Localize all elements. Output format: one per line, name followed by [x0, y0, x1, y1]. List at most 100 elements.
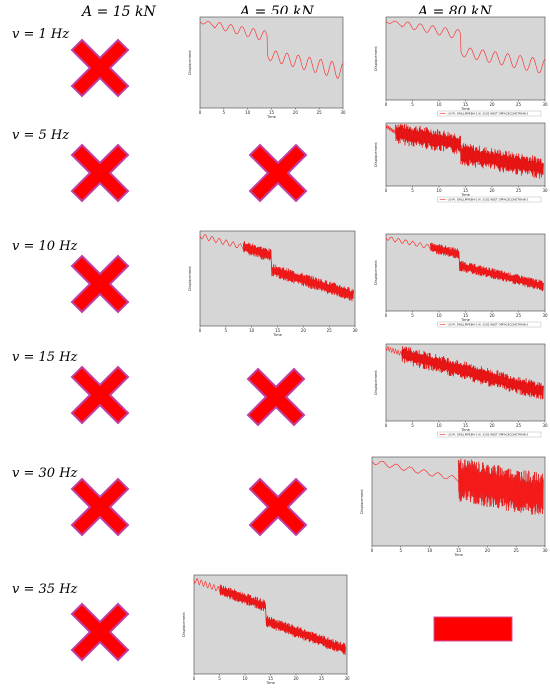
legend-text: U3 PI: DRILLPIPEBH-1 N: 3102 NSET DPFACE…	[448, 323, 529, 327]
x-tick-label: 10	[242, 676, 248, 681]
x-tick-label: 5	[411, 313, 414, 318]
x-tick-label: 0	[199, 110, 202, 115]
x-axis-label: Time	[460, 193, 471, 197]
x-axis-label: Time	[272, 333, 283, 337]
x-tick-label: 25	[327, 328, 333, 333]
red-bar-rect	[433, 616, 513, 642]
displacement-curve	[199, 21, 344, 79]
x-tick-label: 15	[463, 423, 469, 428]
x-tick-label: 10	[245, 110, 251, 115]
x-tick-label: 20	[489, 188, 495, 193]
x-tick-label: 30	[340, 110, 346, 115]
x-tick-label: 0	[385, 313, 388, 318]
x-tick-label: 30	[542, 188, 548, 193]
y-axis-label: Displacement	[374, 142, 378, 167]
displacement-curve-lead	[199, 234, 244, 251]
cross-mark-50kn-30hz	[249, 478, 307, 536]
x-tick-label: 25	[516, 102, 522, 107]
x-tick-label: 5	[225, 328, 228, 333]
plot-area	[385, 16, 546, 101]
displacement-band-highlight	[401, 345, 544, 400]
plot-80kn-15hz: Displacement 0 5 10 15 20 25 30 Time U3 PI: DRILL…	[372, 341, 548, 439]
x-tick-label: 25	[516, 423, 522, 428]
x-tick-label: 0	[385, 188, 388, 193]
cross-mark-15kn-30hz	[71, 478, 129, 536]
cross-mark-15kn-5hz	[71, 144, 129, 202]
y-axis-label: Displacement	[188, 50, 192, 75]
x-tick-label: 10	[436, 102, 442, 107]
plot-50kn-1hz: Displacement 0 5 10 15 20 25 30 Time	[186, 14, 346, 120]
row-label-35hz: v = 35 Hz	[12, 582, 78, 597]
x-tick-label: 20	[301, 328, 307, 333]
cross-mark-50kn-5hz	[249, 144, 307, 202]
y-axis-label: Displacement	[374, 46, 378, 71]
x-tick-label: 5	[411, 423, 414, 428]
row-label-5hz: v = 5 Hz	[12, 128, 70, 143]
x-axis-label: Time	[453, 553, 464, 557]
x-tick-label: 30	[542, 102, 548, 107]
plot-area	[199, 230, 356, 327]
plot-area	[385, 233, 546, 312]
legend-box	[437, 321, 542, 328]
cross-mark-50kn-15hz	[247, 368, 305, 426]
displacement-curve-lead	[385, 236, 431, 250]
displacement-curve-lead	[385, 346, 403, 357]
x-tick-label: 0	[385, 423, 388, 428]
cross-mark-15kn-10hz	[71, 255, 129, 313]
x-tick-label: 15	[269, 110, 275, 115]
x-tick-label: 25	[516, 313, 522, 318]
displacement-curve-lead	[193, 578, 221, 593]
legend-text: U3 PI: DRILLPIPEBH-1 N: 3102 NSET DPFACE…	[448, 433, 529, 437]
x-tick-label: 30	[344, 676, 350, 681]
x-axis-label: Time	[460, 428, 471, 432]
y-axis-label: Displacement	[182, 612, 186, 637]
x-tick-label: 10	[436, 423, 442, 428]
legend-box	[437, 196, 542, 203]
x-axis-label: Time	[266, 115, 277, 119]
x-tick-label: 20	[489, 102, 495, 107]
x-tick-label: 15	[463, 188, 469, 193]
plot-80kn-30hz: Displacement 0 5 10 15 20 25 30 Time	[358, 454, 548, 558]
plot-80kn-10hz: Displacement 0 5 10 15 20 25 30 Time U3 PI: DRILL…	[372, 231, 548, 329]
x-tick-label: 5	[223, 110, 226, 115]
plot-80kn-1hz: Displacement 0 5 10 15 20 25 30 Time U3 PI: DRILL…	[372, 14, 548, 118]
x-tick-label: 25	[514, 548, 520, 553]
plot-50kn-10hz: Displacement 0 5 10 15 20 25 30 Time	[186, 228, 358, 338]
x-tick-label: 0	[385, 102, 388, 107]
displacement-band-highlight	[219, 584, 346, 656]
row-label-10hz: v = 10 Hz	[12, 239, 78, 254]
x-tick-label: 0	[199, 328, 202, 333]
x-tick-label: 10	[427, 548, 433, 553]
x-tick-label: 30	[542, 548, 548, 553]
row-label-30hz: v = 30 Hz	[12, 466, 78, 481]
row-label-15hz: v = 15 Hz	[12, 350, 78, 365]
plot-80kn-5hz: Displacement 0 5 10 15 20 25 30 Time U3 PI: DRILL…	[372, 120, 548, 204]
x-tick-label: 15	[463, 102, 469, 107]
x-tick-label: 20	[485, 548, 491, 553]
cross-mark-15kn-1hz	[71, 39, 129, 97]
x-tick-label: 10	[436, 313, 442, 318]
x-tick-label: 0	[193, 676, 196, 681]
x-tick-label: 15	[268, 676, 274, 681]
legend-text: U3 PI: DRILLPIPEBH-1 N: 3102 NSET DPFACE…	[448, 198, 529, 202]
y-axis-label: Displacement	[374, 370, 378, 395]
row-label-1hz: v = 1 Hz	[12, 27, 70, 42]
y-axis-label: Displacement	[360, 489, 364, 514]
displacement-curve-lead	[385, 124, 396, 135]
x-tick-label: 25	[516, 188, 522, 193]
legend-box	[437, 431, 542, 438]
x-tick-label: 0	[371, 548, 374, 553]
displacement-band-highlight	[458, 458, 544, 515]
x-tick-label: 5	[411, 188, 414, 193]
x-tick-label: 20	[489, 423, 495, 428]
x-tick-label: 5	[400, 548, 403, 553]
x-tick-label: 5	[411, 102, 414, 107]
x-tick-label: 30	[352, 328, 358, 333]
displacement-curve	[385, 20, 546, 74]
x-tick-label: 10	[249, 328, 255, 333]
legend-box	[437, 110, 542, 117]
red-bar-marker	[433, 616, 513, 642]
x-tick-label: 20	[293, 110, 299, 115]
displacement-curve-lead	[371, 461, 459, 483]
x-tick-label: 5	[218, 676, 221, 681]
